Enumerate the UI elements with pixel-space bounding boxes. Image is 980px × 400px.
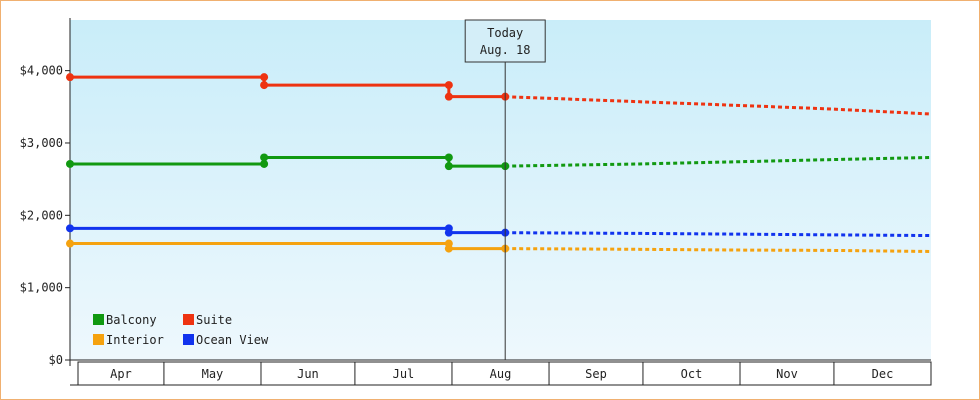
month-label: Oct [681, 367, 703, 381]
month-label: May [202, 367, 224, 381]
series-line-suite [70, 75, 506, 99]
y-tick-label: $4,000 [20, 64, 63, 78]
data-point-suite [66, 73, 74, 82]
legend-swatch-balcony [93, 314, 104, 325]
legend-swatch-suite [183, 314, 194, 325]
y-tick-label: $3,000 [20, 136, 63, 150]
data-point-balcony [444, 162, 453, 171]
month-label: Sep [585, 367, 607, 381]
legend-label-interior: Interior [106, 333, 164, 347]
legend-swatch-ocean-view [183, 334, 194, 345]
data-point-ocean-view [444, 228, 453, 237]
month-label: Jul [393, 367, 415, 381]
month-label: Aug [490, 367, 512, 381]
month-label: Apr [110, 367, 132, 381]
data-point-suite [260, 81, 269, 90]
month-band [77, 361, 932, 386]
y-tick-label: $0 [49, 353, 63, 367]
legend-label-ocean-view: Ocean View [196, 333, 269, 347]
today-label-date: Aug. 18 [480, 43, 531, 57]
series-line-balcony [70, 155, 506, 168]
legend-label-balcony: Balcony [106, 313, 157, 327]
forecast-line-interior [505, 247, 932, 253]
plot-area [70, 20, 931, 360]
legend-label-suite: Suite [196, 313, 232, 327]
data-point-balcony [66, 159, 74, 168]
data-point-suite [260, 73, 269, 82]
data-point-interior [444, 244, 453, 253]
data-point-interior [66, 239, 74, 248]
forecast-line-ocean-view [505, 231, 932, 238]
today-label-box [464, 19, 546, 63]
y-tick-label: $1,000 [20, 281, 63, 295]
today-label-title: Today [487, 26, 523, 40]
data-point-balcony [260, 153, 269, 162]
data-point-balcony [260, 159, 269, 168]
month-label: Jun [297, 367, 319, 381]
data-point-balcony [444, 153, 453, 162]
data-point-suite [444, 92, 453, 101]
data-point-ocean-view [66, 224, 74, 233]
month-label: Dec [872, 367, 894, 381]
y-tick-label: $2,000 [20, 208, 63, 222]
data-point-suite [444, 81, 453, 90]
forecast-line-balcony [505, 155, 932, 168]
forecast-line-suite [505, 95, 932, 116]
legend-swatch-interior [93, 334, 104, 345]
month-label: Nov [776, 367, 798, 381]
